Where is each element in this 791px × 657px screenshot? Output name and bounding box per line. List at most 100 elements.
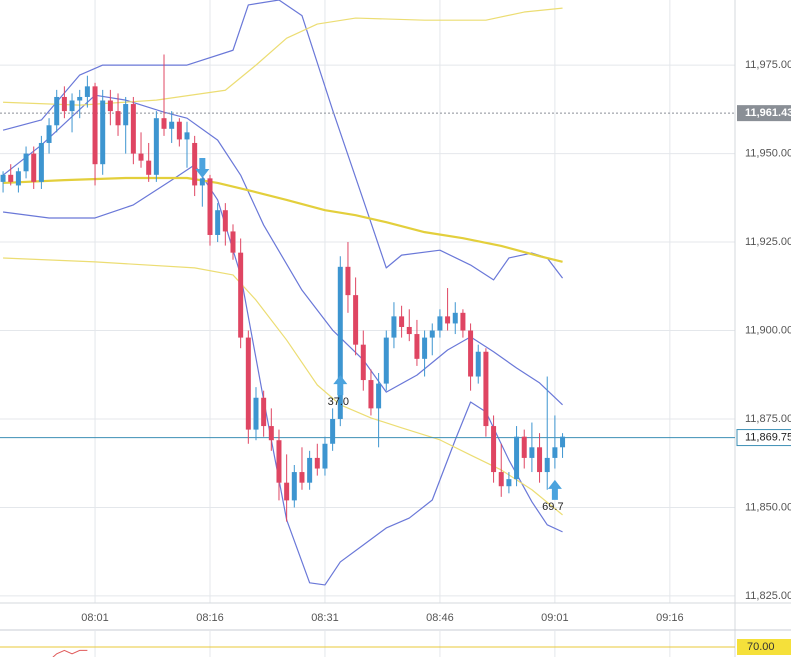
y-tick-label: 11,925.00	[745, 236, 791, 248]
candle-body	[560, 436, 566, 448]
candle-body	[46, 125, 52, 143]
candle-body	[521, 436, 527, 458]
candle-body	[314, 457, 320, 469]
candle-body	[330, 418, 336, 444]
indicator-line	[2, 164, 563, 586]
candle-body	[406, 326, 412, 335]
candle-body	[399, 316, 405, 327]
y-tick-label: 11,950.00	[745, 147, 791, 159]
candle-body	[460, 312, 466, 331]
candle-body	[291, 472, 297, 501]
candle-body	[207, 178, 213, 235]
candle-body	[422, 337, 428, 359]
candle-body	[383, 337, 389, 384]
candle-body	[153, 118, 159, 175]
candle-body	[192, 142, 198, 186]
candle-body	[15, 171, 21, 186]
x-tick-label: 08:16	[196, 612, 224, 624]
signal-arrow	[547, 479, 562, 500]
candle-body	[529, 447, 535, 458]
candle-body	[61, 96, 67, 112]
candle-body	[230, 231, 236, 253]
candle-body	[414, 334, 420, 359]
candle-body	[100, 100, 106, 165]
x-tick-label: 09:16	[656, 612, 684, 624]
candle-body	[284, 482, 290, 501]
level-label: 70.00	[747, 641, 775, 653]
candle-body	[84, 86, 90, 97]
candle-body	[176, 121, 182, 140]
candle-body	[299, 472, 305, 483]
candle-body	[353, 295, 359, 345]
signal-arrow	[333, 375, 348, 396]
indicator-line	[2, 0, 564, 281]
y-tick-label: 11,825.00	[745, 590, 791, 602]
candle-body	[77, 96, 83, 101]
candle-body	[69, 100, 75, 112]
candle-body	[161, 118, 167, 129]
candle-body	[429, 330, 435, 338]
x-tick-label: 09:01	[541, 612, 569, 624]
signal-arrow	[195, 157, 210, 178]
candle-body	[268, 426, 274, 441]
candle-body	[544, 457, 550, 473]
candle-body	[483, 351, 489, 427]
candle-body	[322, 443, 328, 469]
signal-label: 37.0	[328, 396, 349, 408]
level-label-box	[737, 639, 791, 655]
candle-body	[552, 447, 558, 458]
y-tick-label: 11,875.00	[745, 413, 791, 425]
candle-body	[107, 100, 113, 112]
price-label: 11,869.75	[745, 431, 791, 443]
candle-body	[253, 397, 259, 430]
candle-body	[498, 472, 504, 487]
y-tick-label: 11,975.00	[745, 59, 791, 71]
candle-body	[468, 330, 474, 377]
signal-label: 69.7	[542, 501, 563, 513]
candle-body	[537, 447, 543, 473]
candle-body	[261, 397, 267, 427]
y-tick-label: 11,850.00	[745, 501, 791, 513]
candle-body	[376, 383, 382, 409]
candle-body	[506, 479, 512, 487]
indicator-line	[3, 176, 563, 263]
candle-body	[130, 104, 136, 154]
candle-body	[238, 252, 244, 338]
candle-body	[222, 210, 228, 232]
candle-body	[345, 266, 351, 296]
candle-body	[23, 153, 29, 172]
oscillator-line	[52, 649, 88, 657]
candle-body	[199, 178, 205, 186]
plot	[0, 0, 735, 586]
candle-body	[245, 337, 251, 430]
x-tick-label: 08:31	[311, 612, 339, 624]
candle-body	[475, 351, 481, 377]
candle-body	[360, 344, 366, 381]
candle-body	[437, 316, 443, 331]
indicator-line	[3, 257, 563, 516]
price-label-box	[736, 429, 791, 447]
candle-body	[115, 111, 121, 126]
candle-body	[54, 96, 60, 126]
candle-body	[452, 312, 458, 324]
candle-body	[368, 380, 374, 409]
candle-body	[0, 174, 6, 182]
candle-body	[38, 142, 44, 182]
candle-body	[123, 104, 129, 126]
candle-body	[391, 316, 397, 338]
candle-body	[184, 132, 190, 140]
candle-body	[445, 316, 451, 324]
candle-body	[215, 210, 221, 235]
candle-body	[307, 457, 313, 483]
y-tick-label: 11,900.00	[745, 324, 791, 336]
price-label: 11,961.43	[745, 107, 791, 119]
x-tick-label: 08:01	[81, 612, 109, 624]
candle-body	[276, 440, 282, 483]
x-tick-label: 08:46	[426, 612, 454, 624]
candle-body	[8, 174, 14, 182]
candle-body	[146, 160, 152, 175]
candle-body	[491, 426, 497, 473]
price-label-box	[737, 105, 791, 122]
candle-body	[514, 436, 520, 480]
